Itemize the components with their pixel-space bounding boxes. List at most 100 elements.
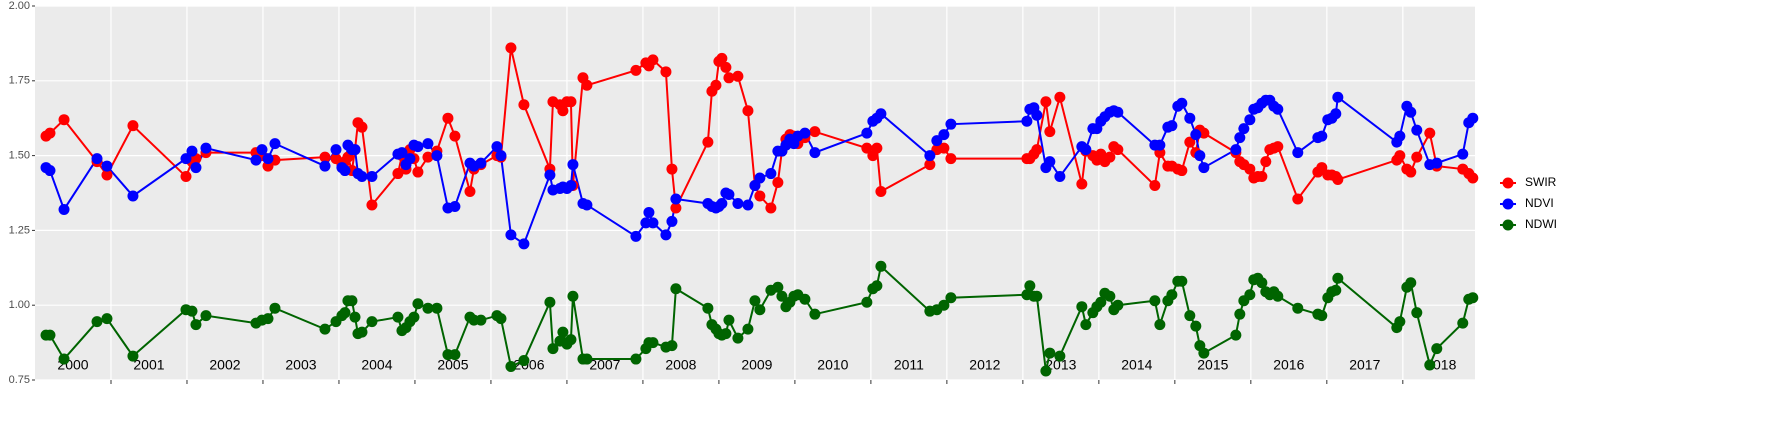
point	[91, 316, 103, 328]
point	[1076, 301, 1088, 313]
point	[772, 177, 784, 189]
point	[1316, 162, 1328, 174]
point	[491, 141, 503, 153]
point	[200, 142, 212, 154]
point	[1080, 319, 1092, 331]
point	[366, 316, 378, 328]
point	[422, 138, 434, 150]
point	[58, 203, 70, 215]
point	[1040, 96, 1052, 108]
point	[392, 311, 404, 323]
point	[319, 160, 331, 172]
point	[319, 151, 331, 163]
point	[431, 302, 443, 314]
x-tick-label: 2007	[589, 357, 620, 373]
point	[1332, 91, 1344, 103]
point	[1190, 320, 1202, 332]
point	[1431, 343, 1443, 355]
point	[1184, 310, 1196, 322]
point	[392, 168, 404, 180]
plot-panel	[35, 6, 1475, 380]
point	[643, 206, 655, 218]
point	[186, 305, 198, 317]
point	[1054, 171, 1066, 183]
point	[408, 311, 420, 323]
point	[861, 296, 873, 308]
point	[581, 199, 593, 211]
point	[44, 127, 56, 139]
point	[1405, 166, 1417, 178]
point	[518, 99, 530, 111]
point	[464, 186, 476, 198]
point	[647, 217, 659, 229]
point	[875, 108, 887, 120]
point	[666, 163, 678, 175]
point	[1095, 296, 1107, 308]
point	[754, 190, 766, 202]
point	[1184, 136, 1196, 148]
point	[1031, 144, 1043, 156]
point	[127, 350, 139, 362]
point	[702, 136, 714, 148]
point	[1272, 141, 1284, 153]
point	[1044, 126, 1056, 138]
point	[190, 319, 202, 331]
point	[1104, 290, 1116, 302]
point	[58, 353, 70, 365]
point	[1394, 150, 1406, 162]
point	[1166, 120, 1178, 132]
point	[1112, 299, 1124, 311]
point	[875, 186, 887, 198]
point	[1405, 277, 1417, 289]
point	[366, 199, 378, 211]
point	[799, 293, 811, 305]
point	[1411, 124, 1423, 136]
point	[861, 127, 873, 139]
point	[565, 180, 577, 192]
point	[720, 61, 732, 73]
point	[495, 313, 507, 325]
point	[101, 160, 113, 172]
point	[518, 238, 530, 250]
point	[1194, 150, 1206, 162]
point	[256, 144, 268, 156]
point	[319, 323, 331, 335]
x-tick-label: 2013	[1045, 357, 1076, 373]
point	[630, 64, 642, 76]
point	[1154, 139, 1166, 151]
point	[1260, 156, 1272, 168]
point	[1467, 292, 1479, 304]
point	[1031, 290, 1043, 302]
point	[190, 162, 202, 174]
point	[475, 314, 487, 326]
point	[449, 200, 461, 212]
point	[1024, 280, 1036, 292]
y-tick-label: 1.75	[9, 75, 30, 87]
point	[44, 329, 56, 341]
point	[1234, 308, 1246, 320]
point	[180, 171, 192, 183]
point	[1424, 359, 1436, 371]
point	[1330, 108, 1342, 120]
point	[1316, 310, 1328, 322]
point	[1292, 147, 1304, 159]
point	[412, 141, 424, 153]
point	[58, 114, 70, 126]
point	[127, 190, 139, 202]
point	[1244, 289, 1256, 301]
y-tick-label: 1.25	[9, 224, 30, 236]
point	[1272, 103, 1284, 115]
point	[1332, 174, 1344, 186]
point	[412, 166, 424, 178]
point	[754, 172, 766, 184]
point	[44, 165, 56, 177]
point	[716, 197, 728, 209]
point	[1405, 106, 1417, 118]
point	[1044, 347, 1056, 359]
point	[565, 96, 577, 108]
x-tick-label: 2014	[1121, 357, 1152, 373]
point	[666, 340, 678, 352]
point	[1198, 162, 1210, 174]
legend-marker	[1502, 219, 1514, 231]
point	[505, 42, 517, 54]
